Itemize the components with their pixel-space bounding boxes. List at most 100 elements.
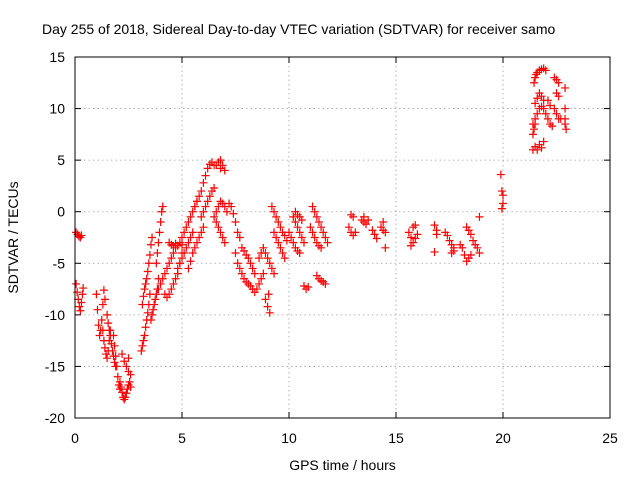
data-point xyxy=(257,274,266,283)
data-point xyxy=(447,248,456,257)
data-point xyxy=(265,308,274,317)
data-point xyxy=(190,243,199,252)
data-point xyxy=(317,243,326,252)
data-point xyxy=(255,254,264,263)
data-point xyxy=(539,104,548,113)
data-point xyxy=(267,202,276,211)
data-point xyxy=(473,243,482,252)
data-point xyxy=(528,130,537,139)
data-point xyxy=(186,257,195,266)
data-point xyxy=(118,350,127,359)
data-point xyxy=(466,251,475,260)
data-point xyxy=(148,310,157,319)
tick-labels: 0 5 10 15 20 25 -20 -15 -10 -5 0 5 10 15 xyxy=(45,49,618,446)
data-point xyxy=(554,92,563,101)
data-point xyxy=(406,233,415,242)
data-point xyxy=(154,238,163,247)
data-point xyxy=(210,212,219,221)
data-point xyxy=(165,290,174,299)
data-point xyxy=(143,308,152,317)
data-point xyxy=(299,238,308,247)
data-point xyxy=(167,285,176,294)
data-point xyxy=(259,269,268,278)
data-point xyxy=(167,254,176,263)
data-point xyxy=(110,358,119,367)
data-point xyxy=(180,228,189,237)
y-tick-label: 5 xyxy=(57,152,65,168)
data-point xyxy=(205,192,214,201)
data-point xyxy=(282,236,291,245)
data-point xyxy=(285,228,293,237)
data-point xyxy=(184,218,193,227)
data-point xyxy=(98,300,107,309)
data-point xyxy=(144,259,153,268)
data-point xyxy=(496,170,505,179)
data-point xyxy=(77,231,86,240)
data-point xyxy=(205,160,214,169)
data-point xyxy=(100,295,109,304)
data-point xyxy=(186,233,195,242)
data-point xyxy=(111,352,120,361)
data-point xyxy=(152,290,161,299)
data-point xyxy=(445,236,454,245)
data-point xyxy=(126,383,135,392)
data-point xyxy=(139,292,148,301)
data-point xyxy=(362,220,371,229)
data-point xyxy=(197,228,206,237)
data-point xyxy=(381,243,390,252)
data-point xyxy=(297,215,306,224)
data-point xyxy=(264,290,273,299)
data-point xyxy=(287,233,296,242)
x-tick-label: 10 xyxy=(281,430,297,446)
data-point xyxy=(190,202,199,211)
data-point xyxy=(533,109,542,118)
data-point xyxy=(411,221,420,230)
data-point xyxy=(169,248,178,257)
data-point xyxy=(77,298,86,307)
data-point xyxy=(192,197,201,206)
data-point xyxy=(297,233,306,242)
x-tick-label: 25 xyxy=(602,430,618,446)
data-point xyxy=(72,228,81,237)
data-point xyxy=(321,279,330,288)
data-point xyxy=(295,248,304,257)
data-point xyxy=(178,233,186,242)
data-point xyxy=(499,191,507,200)
data-point xyxy=(308,202,317,211)
data-point xyxy=(379,218,388,227)
data-point xyxy=(79,284,88,293)
data-point xyxy=(304,283,313,292)
data-point xyxy=(220,238,229,247)
data-point xyxy=(99,286,108,295)
data-point xyxy=(197,187,206,196)
data-point xyxy=(188,228,197,237)
data-point xyxy=(154,285,163,294)
data-point xyxy=(118,388,127,397)
data-point xyxy=(153,248,162,257)
data-point xyxy=(323,238,332,247)
data-point xyxy=(122,389,131,398)
data-point xyxy=(347,210,356,219)
data-point xyxy=(125,377,134,386)
data-point xyxy=(561,104,570,113)
data-point xyxy=(197,212,206,221)
data-point xyxy=(73,288,82,297)
data-point xyxy=(240,246,249,255)
data-point xyxy=(272,233,281,242)
data-point xyxy=(532,70,541,79)
data-point xyxy=(458,243,467,252)
data-point xyxy=(175,259,184,268)
data-point xyxy=(263,302,272,311)
data-point xyxy=(155,228,164,237)
data-point xyxy=(171,274,180,283)
data-point xyxy=(359,212,368,221)
data-point xyxy=(97,316,106,325)
data-point xyxy=(104,319,113,328)
data-point xyxy=(372,234,381,243)
data-point xyxy=(252,285,261,294)
y-tick-label: -5 xyxy=(53,255,66,271)
data-point xyxy=(310,207,319,216)
chart-title: Day 255 of 2018, Sidereal Day-to-day VTE… xyxy=(42,21,555,37)
data-point xyxy=(169,279,178,288)
